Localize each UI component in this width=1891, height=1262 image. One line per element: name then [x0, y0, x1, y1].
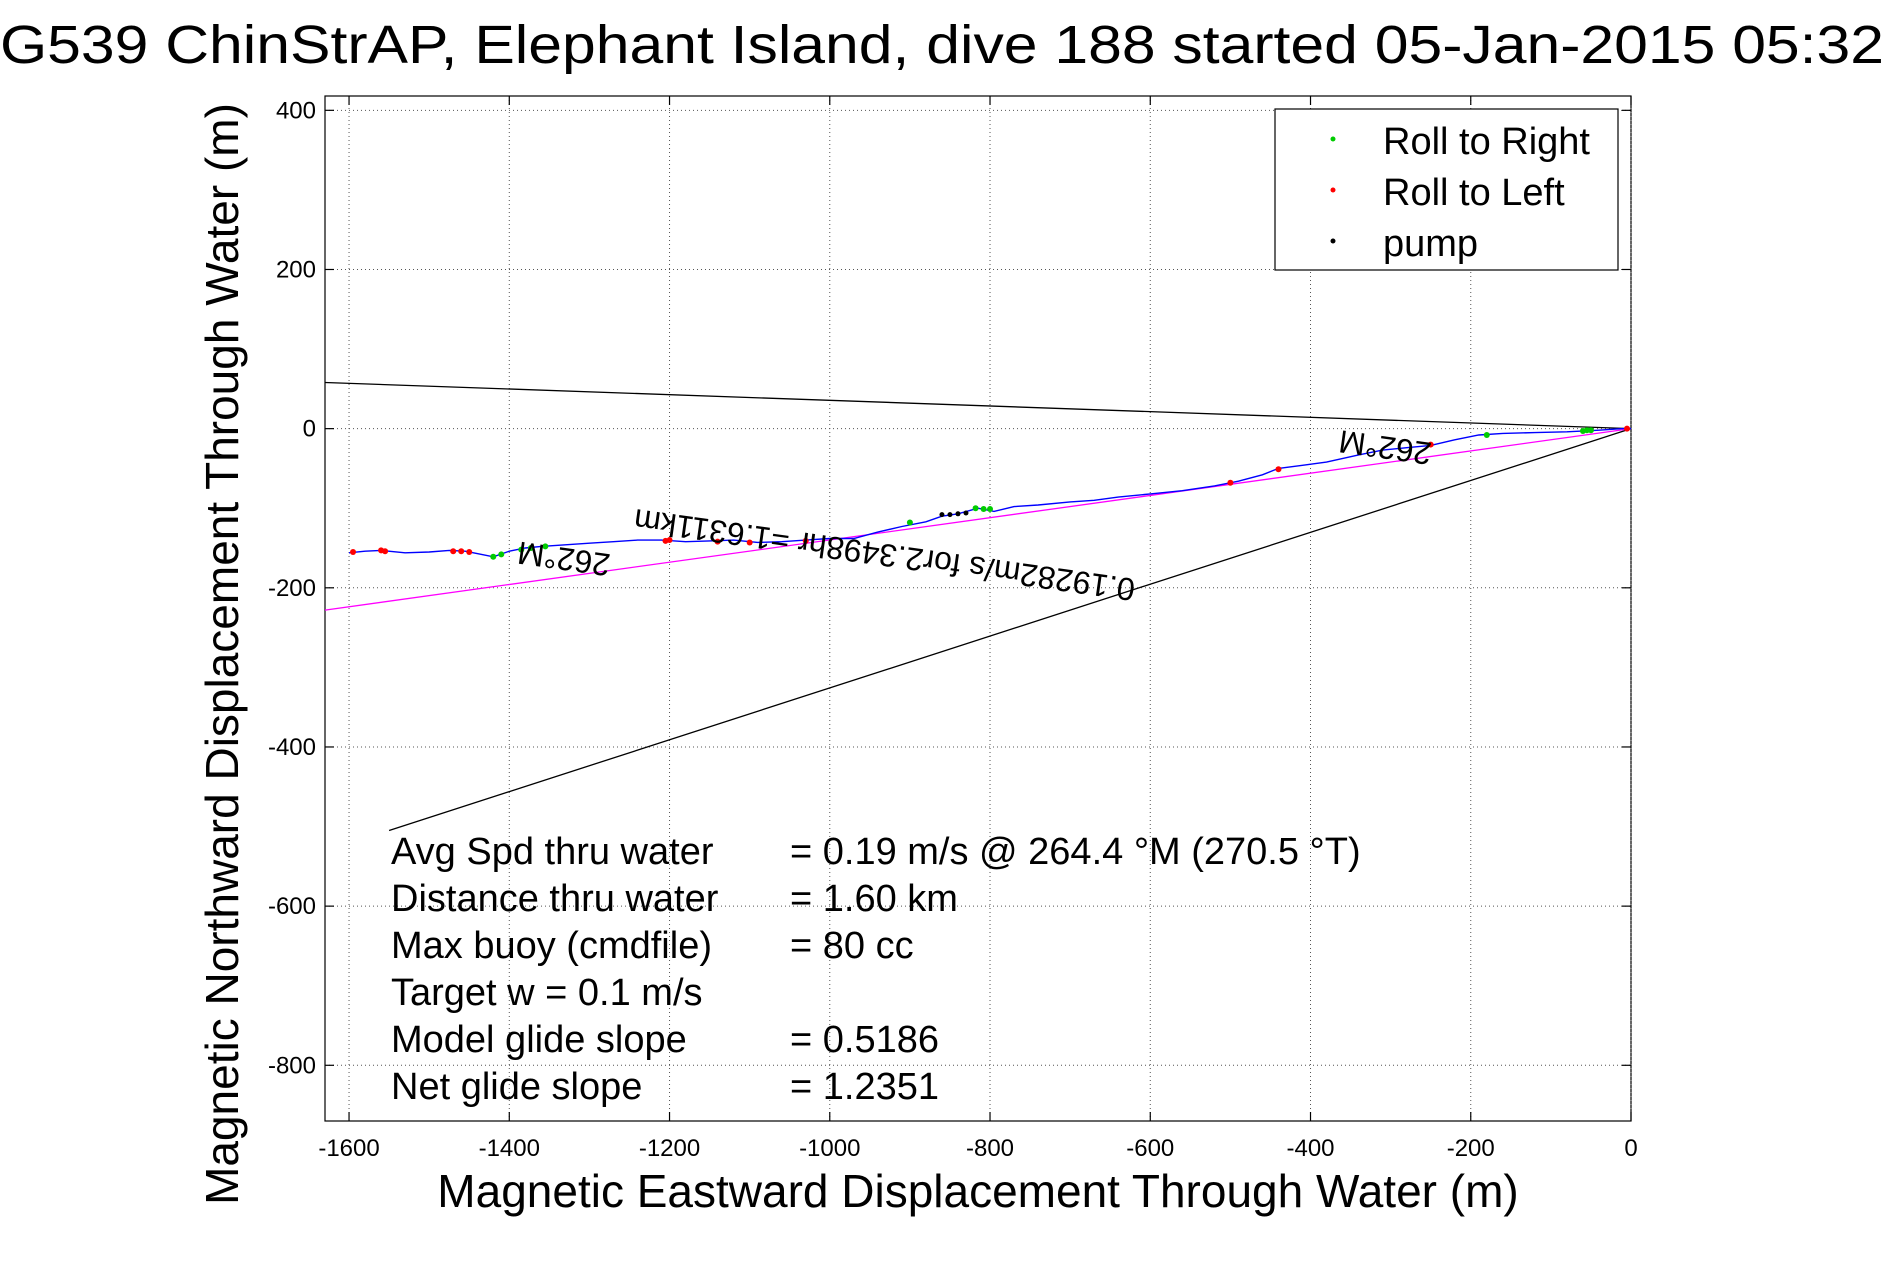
reference-line-2 [388, 428, 1632, 832]
reference-line-3 [324, 428, 1632, 611]
stat-value-6: = 1.2351 [790, 1066, 939, 1108]
roll-right-point [490, 553, 497, 560]
x-tick-label: -400 [1286, 1135, 1334, 1162]
pump-point [947, 512, 953, 518]
chart-title: G539 ChinStrAP, Elephant Island, dive 18… [0, 15, 1884, 75]
x-axis-label: Magnetic Eastward Displacement Through W… [437, 1165, 1518, 1217]
x-tick-label: -200 [1447, 1135, 1495, 1162]
x-tick-label: -1600 [318, 1135, 379, 1162]
roll-right-point [972, 505, 979, 512]
legend-label-1: Roll to Right [1383, 121, 1590, 163]
roll-right-point [498, 551, 505, 558]
marker-series [350, 425, 1630, 560]
pump-point [955, 511, 961, 517]
x-tick-label: -1000 [799, 1135, 860, 1162]
stats-annotation: Avg Spd thru water = 0.19 m/s @ 264.4 °M … [391, 831, 1361, 1108]
x-tick-labels: -1600 -1400 -1200 -1000 -800 -600 -400 -200 0 [318, 1135, 1637, 1162]
y-tick-labels: 400 200 0 -200 -400 -600 -800 [268, 97, 316, 1079]
y-tick-label: 0 [303, 416, 316, 443]
tick-marks [325, 96, 1632, 1121]
reference-line-1 [324, 381, 1632, 430]
roll-left-point [1275, 466, 1282, 473]
roll-right-point [987, 506, 994, 513]
roll-right-point [980, 506, 987, 513]
pump-point [963, 510, 969, 516]
roll-right-point [906, 519, 913, 526]
stat-label-5: Model glide slope [391, 1019, 687, 1061]
roll-left-point [382, 548, 389, 555]
stat-label-3: Max buoy (cmdfile) [391, 925, 712, 967]
legend-marker-3 [1330, 238, 1336, 244]
roll-right-point [1483, 432, 1490, 439]
roll-left-point [1227, 479, 1234, 486]
stat-label-1: Avg Spd thru water [391, 831, 714, 873]
stat-value-2: = 1.60 km [790, 878, 958, 920]
legend: Roll to Right Roll to Left pump [1274, 108, 1619, 271]
roll-left-point [458, 548, 465, 555]
stat-label-4: Target w = 0.1 m/s [391, 972, 703, 1014]
x-tick-label: -800 [966, 1135, 1014, 1162]
y-axis-label: Magnetic Northward Displacement Through … [196, 103, 248, 1205]
stat-value-5: = 0.5186 [790, 1019, 939, 1061]
stat-label-6: Net glide slope [391, 1066, 642, 1108]
y-tick-label: -200 [268, 575, 316, 602]
roll-left-point [350, 548, 357, 555]
y-tick-label: -400 [268, 734, 316, 761]
reference-lines [324, 381, 1632, 832]
y-tick-label: -600 [268, 893, 316, 920]
roll-left-point [466, 548, 473, 555]
x-tick-label: -1200 [639, 1135, 700, 1162]
roll-left-point [1623, 425, 1630, 432]
roll-right-point [542, 543, 549, 550]
roll-left-point [1427, 441, 1434, 448]
legend-label-2: Roll to Left [1383, 172, 1565, 214]
roll-right-point [1587, 427, 1594, 434]
roll-left-point [714, 538, 721, 545]
x-tick-label: 0 [1624, 1135, 1637, 1162]
pump-point [939, 512, 945, 518]
roll-right-point [527, 545, 534, 552]
roll-right-point [518, 546, 525, 553]
y-tick-label: 400 [276, 97, 316, 124]
y-tick-label: 200 [276, 256, 316, 283]
legend-marker-1 [1330, 136, 1336, 142]
legend-label-3: pump [1383, 223, 1478, 265]
x-tick-label: -1400 [479, 1135, 540, 1162]
roll-left-point [666, 537, 673, 544]
legend-marker-2 [1330, 187, 1336, 193]
stat-label-2: Distance thru water [391, 878, 719, 920]
y-tick-label: -800 [268, 1052, 316, 1079]
stat-value-3: = 80 cc [790, 925, 914, 967]
roll-left-point [746, 539, 753, 546]
x-tick-label: -600 [1126, 1135, 1174, 1162]
roll-left-point [802, 537, 809, 544]
roll-left-point [450, 548, 457, 555]
stat-value-1: = 0.19 m/s @ 264.4 °M (270.5 °T) [790, 831, 1361, 873]
